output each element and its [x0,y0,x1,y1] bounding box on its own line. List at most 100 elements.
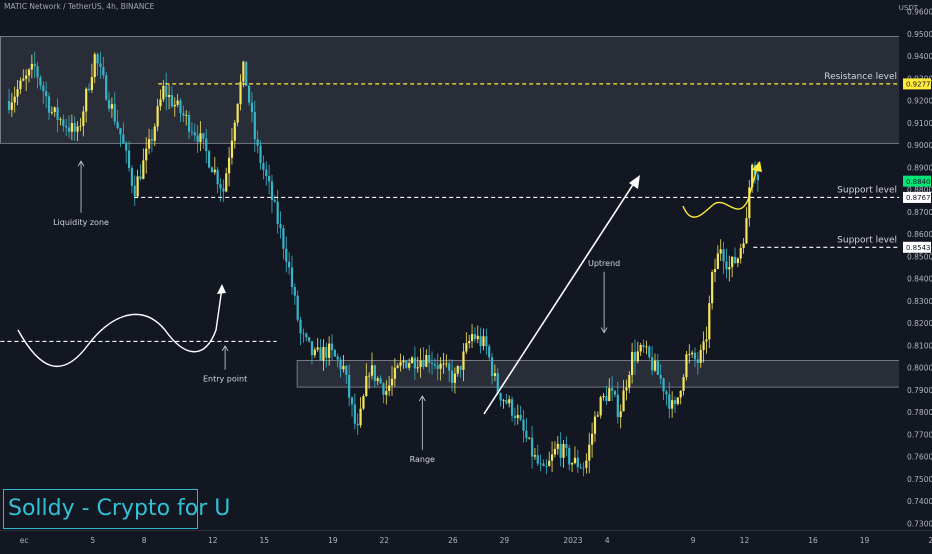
candle-body [93,54,96,78]
candle-body [565,444,568,449]
candle-body [113,104,116,122]
candle-body [410,357,414,364]
price-tick-label: 0.7800 [907,408,932,417]
candle-body [502,400,505,401]
candle-body [156,106,159,127]
candle-body [119,128,122,135]
candle-body [225,173,228,192]
support-level-2-tag-text: 0.8543 [906,244,931,252]
price-tick-label: 0.9100 [907,119,932,128]
candle-body [390,378,394,386]
candle-body [133,185,136,197]
candle-body [393,367,396,379]
candle-body [373,365,376,381]
candle-body [542,463,545,467]
candle-body [265,169,268,177]
support-level-1-tag-bg [903,191,931,203]
candle-body [227,157,231,174]
candle-body [273,200,276,202]
candle-body [73,123,76,132]
resistance-level-label: Resistance level [824,72,897,82]
candle-body [628,374,631,388]
candle-body [676,397,679,404]
candle-body [651,357,654,371]
candle-body [425,354,428,367]
candle-body [673,400,677,404]
candle-body [722,249,725,262]
time-axis-labels: ec581215192226292023491216192326 [20,536,932,545]
candle-body [233,122,236,141]
candle-body [619,411,622,418]
candle-body [285,248,288,262]
time-tick-label: 12 [740,536,750,545]
uptrend-pointer-head [600,327,608,334]
liquidity-zone-pointer-head [77,160,85,167]
candle-body [591,433,594,445]
candle-body [173,104,176,107]
candle-body [56,107,59,120]
candle-body [576,457,579,468]
support-level-2-label: Support level [837,235,897,245]
current-price-tag-bg [903,175,931,187]
candle-body [459,366,462,370]
candle-body [416,367,419,369]
price-tick-label: 0.9500 [907,30,932,39]
candle-body [570,463,574,465]
candle-body [82,111,85,126]
candle-body [45,91,48,97]
candle-body [413,357,416,369]
candle-body [659,374,662,379]
price-tick-label: 0.9200 [907,97,932,106]
time-tick-label: 15 [259,536,269,545]
price-axis[interactable] [899,0,932,550]
candle-body [33,63,36,67]
uptrend-label: Uptrend [588,259,620,268]
candle-body [147,139,151,149]
candle-body [353,404,356,424]
candle-body [10,102,13,110]
candle-body [699,350,702,363]
candle-body [19,80,22,90]
candle-body [179,100,182,114]
candle-body [190,131,194,133]
candle-body [439,363,442,369]
candle-body [70,123,73,132]
candle-body [691,352,694,355]
candle-body [711,272,714,304]
candle-body [490,357,494,377]
candle-body [668,394,671,409]
time-tick-label: 29 [500,536,510,545]
time-axis[interactable] [0,530,932,550]
candle-body [442,363,445,365]
candle-body [242,61,245,82]
candle-body [356,423,359,426]
candle-body [302,333,305,334]
candle-body [288,261,291,268]
candle-body [336,356,339,360]
candle-body [316,347,319,350]
candle-body [159,99,162,107]
candle-body [142,160,145,179]
candle-body [127,150,131,169]
candle-body [262,163,265,170]
resistance-zone [0,36,910,144]
candle-body [473,334,477,340]
candle-body [50,112,53,113]
candle-body [350,397,354,405]
candle-body [39,77,42,86]
candle-body [545,466,548,467]
resistance-level-tag-text: 0.9277 [906,81,931,89]
candle-body [379,378,382,384]
candle-body [193,132,196,136]
candle-body [30,63,33,70]
candle-body [322,347,325,361]
price-tick-label: 0.8800 [907,186,932,195]
candle-body [313,349,316,356]
candle-body [199,133,202,142]
annotations-layer: Resistance level Support level Support lev… [53,72,897,464]
candle-body [230,140,234,158]
candle-body [402,360,405,363]
price-tick-label: 0.8000 [907,364,932,373]
candle-body [553,448,557,455]
